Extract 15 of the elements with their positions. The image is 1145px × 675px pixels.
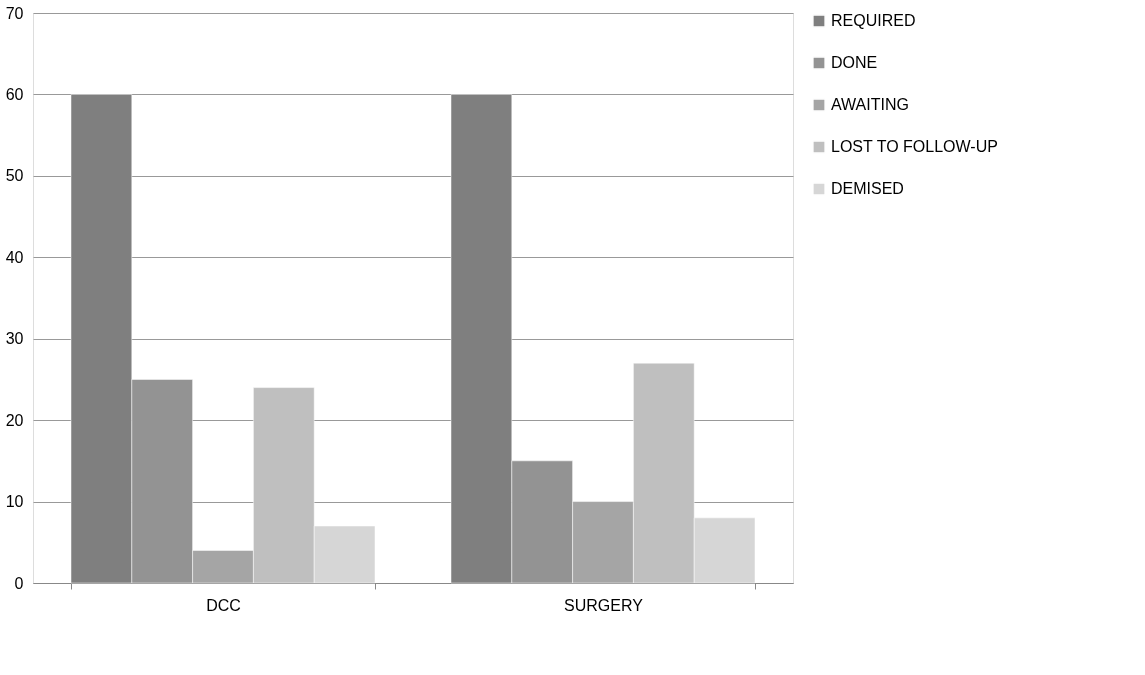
y-tick-label: 10 xyxy=(5,493,24,511)
y-tick-label: 60 xyxy=(5,85,24,103)
legend-label: LOST TO FOLLOW-UP xyxy=(831,138,998,155)
x-tick-label: SURGERY xyxy=(564,596,644,614)
legend-label: AWAITING xyxy=(831,96,909,113)
y-tick-label: 0 xyxy=(14,574,24,592)
y-tick-label: 30 xyxy=(5,330,24,348)
y-tick-label: 40 xyxy=(5,248,24,266)
legend-label: DONE xyxy=(831,54,878,71)
y-tick-label: 70 xyxy=(5,4,24,22)
y-tick-label: 20 xyxy=(5,411,24,429)
x-tick-label: DCC xyxy=(206,596,241,614)
y-tick-label: 50 xyxy=(5,167,24,185)
legend-label: REQUIRED xyxy=(831,12,916,29)
legend-label: DEMISED xyxy=(831,180,904,197)
